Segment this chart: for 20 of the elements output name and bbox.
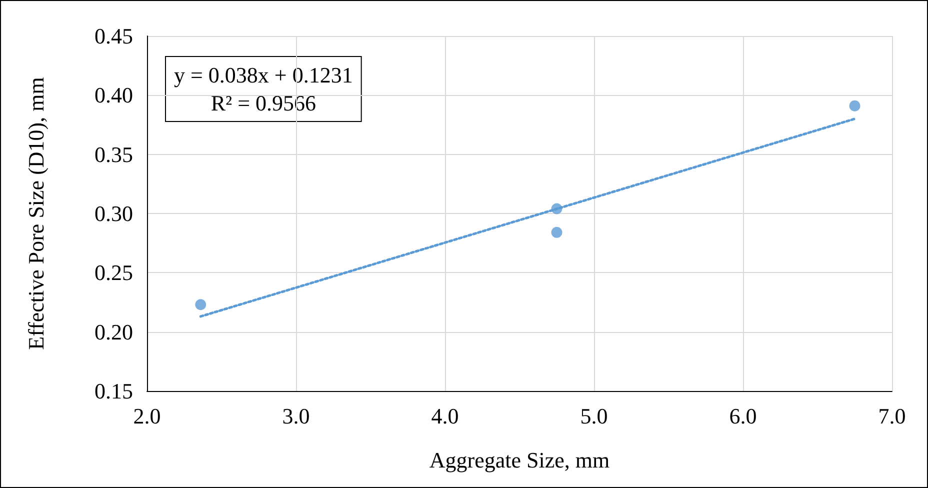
x-axis-title: Aggregate Size, mm — [429, 448, 610, 472]
point — [195, 299, 206, 310]
y-tick-label: 0.30 — [94, 201, 133, 226]
y-tick-label: 0.40 — [94, 82, 133, 108]
y-tick-label: 0.15 — [94, 378, 133, 404]
y-axis-title: Effective Pore Size (D10), mm — [24, 77, 48, 350]
x-tick-label: 7.0 — [878, 404, 906, 428]
x-tick-label: 3.0 — [282, 404, 310, 428]
annotation: R² = 0.9566 — [210, 90, 316, 116]
annotation: y = 0.038x + 0.1231 — [174, 62, 353, 88]
y-tick-label: 0.45 — [94, 24, 133, 48]
point — [849, 100, 860, 112]
x-tick-label: 5.0 — [580, 404, 608, 428]
y-tick-label: 0.20 — [94, 319, 133, 344]
y-tick-label: 0.25 — [94, 260, 133, 286]
x-tick-label: 4.0 — [431, 404, 459, 428]
x-tick-label: 6.0 — [729, 404, 757, 428]
point — [551, 226, 562, 238]
x-tick-label: 2.0 — [133, 404, 161, 428]
y-tick-label: 0.35 — [94, 142, 133, 167]
